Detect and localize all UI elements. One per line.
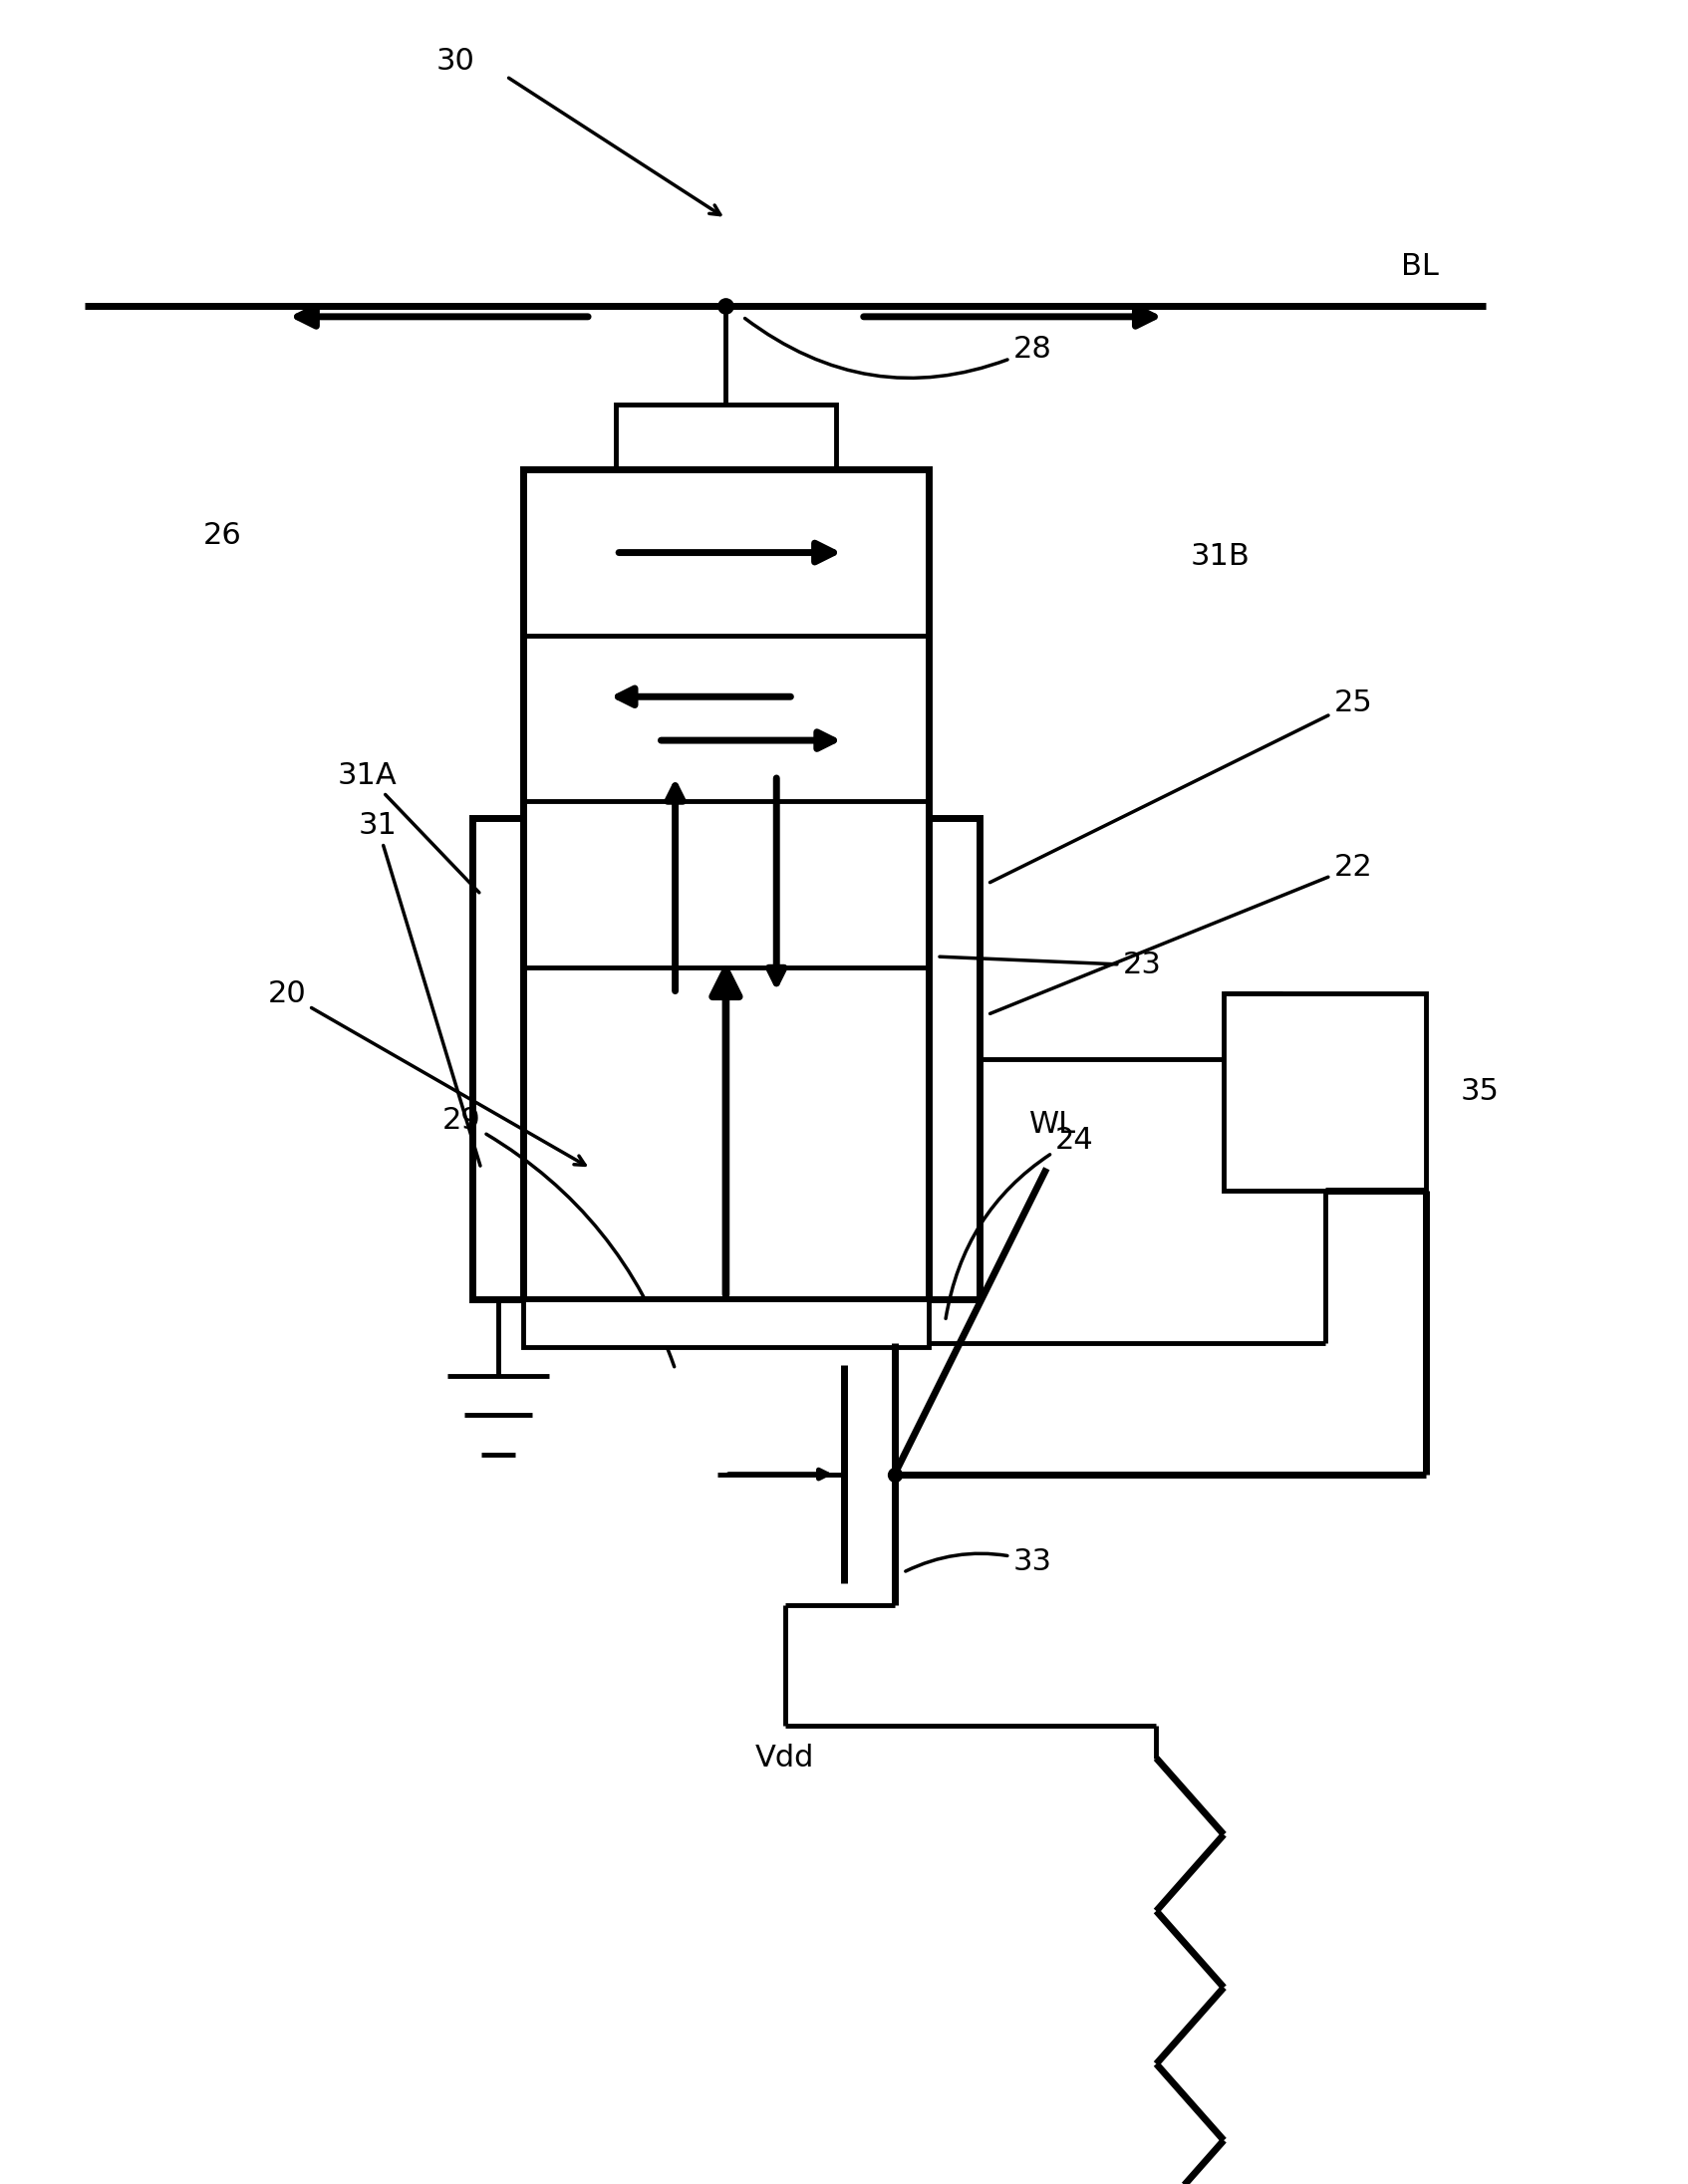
Text: 31: 31 xyxy=(358,810,481,1166)
Text: 22: 22 xyxy=(991,852,1372,1013)
Text: 31A: 31A xyxy=(338,760,479,893)
Text: Vdd: Vdd xyxy=(755,1743,815,1773)
Text: 25: 25 xyxy=(989,688,1372,882)
Text: BL: BL xyxy=(1401,251,1438,282)
Text: 29: 29 xyxy=(442,1105,674,1367)
Text: 28: 28 xyxy=(744,319,1052,378)
Polygon shape xyxy=(523,1299,928,1348)
Polygon shape xyxy=(523,470,928,1299)
Polygon shape xyxy=(473,819,523,1299)
Polygon shape xyxy=(928,819,979,1299)
Text: 26: 26 xyxy=(203,520,241,550)
Text: 20: 20 xyxy=(268,978,586,1164)
Text: 30: 30 xyxy=(437,46,474,76)
Text: 35: 35 xyxy=(1460,1077,1499,1107)
Text: 23: 23 xyxy=(940,950,1161,981)
Polygon shape xyxy=(1224,994,1426,1190)
Text: 31B: 31B xyxy=(1190,542,1249,572)
Polygon shape xyxy=(616,404,836,470)
Text: 24: 24 xyxy=(945,1125,1094,1319)
Text: 33: 33 xyxy=(905,1546,1052,1577)
Text: WL: WL xyxy=(1030,1109,1077,1140)
